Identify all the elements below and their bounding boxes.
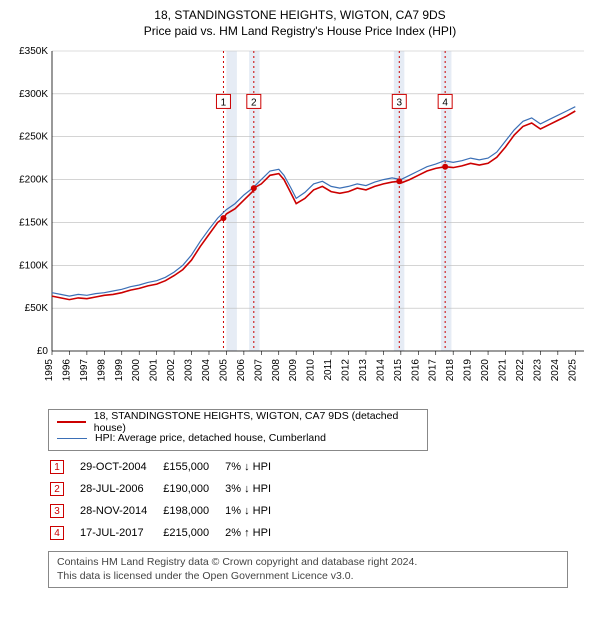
svg-text:2017: 2017 (428, 359, 439, 382)
svg-text:2003: 2003 (184, 359, 195, 382)
svg-text:£150K: £150K (19, 218, 48, 229)
event-row: 4 17-JUL-2017£215,0002% ↑ HPI (50, 523, 285, 543)
svg-text:2014: 2014 (375, 359, 386, 382)
event-price: £215,000 (163, 523, 223, 543)
event-delta: 7% ↓ HPI (225, 457, 285, 477)
legend-swatch-hpi (57, 438, 87, 439)
svg-text:2009: 2009 (288, 359, 299, 382)
event-row: 3 28-NOV-2014£198,0001% ↓ HPI (50, 501, 285, 521)
event-date: 28-JUL-2006 (80, 479, 161, 499)
svg-text:£50K: £50K (25, 303, 49, 314)
price-chart: £0 £50K £100K £150K £200K £250K £300K £350K 1995… (8, 43, 592, 403)
svg-text:1999: 1999 (114, 359, 125, 382)
svg-text:2019: 2019 (463, 359, 474, 382)
event-delta: 2% ↑ HPI (225, 523, 285, 543)
svg-text:£300K: £300K (19, 89, 48, 100)
event-delta: 3% ↓ HPI (225, 479, 285, 499)
event-delta: 1% ↓ HPI (225, 501, 285, 521)
attribution-line-2: This data is licensed under the Open Gov… (57, 570, 559, 584)
svg-text:2: 2 (251, 98, 257, 109)
event-marker: 2 (50, 482, 64, 496)
legend-swatch-subject (57, 421, 86, 423)
attribution-line-1: Contains HM Land Registry data © Crown c… (57, 556, 559, 570)
event-marker: 4 (50, 526, 64, 540)
svg-text:£200K: £200K (19, 175, 48, 186)
svg-text:2021: 2021 (498, 359, 509, 382)
svg-text:1995: 1995 (44, 359, 55, 382)
svg-text:£0: £0 (37, 346, 49, 357)
svg-text:4: 4 (442, 98, 448, 109)
event-price: £155,000 (163, 457, 223, 477)
legend: 18, STANDINGSTONE HEIGHTS, WIGTON, CA7 9… (48, 409, 428, 451)
event-date: 28-NOV-2014 (80, 501, 161, 521)
svg-text:2018: 2018 (445, 359, 456, 382)
svg-text:2001: 2001 (149, 359, 160, 382)
legend-item-subject: 18, STANDINGSTONE HEIGHTS, WIGTON, CA7 9… (57, 414, 419, 430)
svg-text:2002: 2002 (166, 359, 177, 382)
svg-text:£100K: £100K (19, 260, 48, 271)
svg-text:2012: 2012 (341, 359, 352, 382)
svg-text:£250K: £250K (19, 132, 48, 143)
event-date: 17-JUL-2017 (80, 523, 161, 543)
svg-text:2006: 2006 (236, 359, 247, 382)
svg-text:2023: 2023 (532, 359, 543, 382)
svg-text:2022: 2022 (515, 359, 526, 382)
svg-text:2004: 2004 (201, 359, 212, 382)
event-row: 2 28-JUL-2006£190,0003% ↓ HPI (50, 479, 285, 499)
svg-text:2025: 2025 (567, 359, 578, 382)
svg-text:1: 1 (221, 98, 227, 109)
title-line-2: Price paid vs. HM Land Registry's House … (8, 24, 592, 40)
event-date: 29-OCT-2004 (80, 457, 161, 477)
chart-title-block: 18, STANDINGSTONE HEIGHTS, WIGTON, CA7 9… (8, 8, 592, 39)
svg-text:£350K: £350K (19, 46, 48, 57)
svg-text:2013: 2013 (358, 359, 369, 382)
event-row: 1 29-OCT-2004£155,0007% ↓ HPI (50, 457, 285, 477)
svg-text:2000: 2000 (131, 359, 142, 382)
svg-text:2016: 2016 (410, 359, 421, 382)
svg-text:2020: 2020 (480, 359, 491, 382)
svg-text:2024: 2024 (550, 359, 561, 382)
svg-text:1998: 1998 (96, 359, 107, 382)
legend-label-hpi: HPI: Average price, detached house, Cumb… (95, 432, 326, 444)
legend-label-subject: 18, STANDINGSTONE HEIGHTS, WIGTON, CA7 9… (94, 410, 419, 434)
event-marker: 3 (50, 504, 64, 518)
event-marker: 1 (50, 460, 64, 474)
event-price: £198,000 (163, 501, 223, 521)
title-line-1: 18, STANDINGSTONE HEIGHTS, WIGTON, CA7 9… (8, 8, 592, 24)
svg-text:2010: 2010 (306, 359, 317, 382)
events-table: 1 29-OCT-2004£155,0007% ↓ HPI 2 28-JUL-2006… (48, 455, 287, 545)
svg-text:2005: 2005 (218, 359, 229, 382)
svg-text:2008: 2008 (271, 359, 282, 382)
svg-text:3: 3 (397, 98, 403, 109)
svg-text:2007: 2007 (253, 359, 264, 382)
svg-text:1996: 1996 (61, 359, 72, 382)
svg-text:2015: 2015 (393, 359, 404, 382)
svg-text:1997: 1997 (79, 359, 90, 382)
svg-text:2011: 2011 (323, 359, 334, 381)
attribution: Contains HM Land Registry data © Crown c… (48, 551, 568, 588)
event-price: £190,000 (163, 479, 223, 499)
